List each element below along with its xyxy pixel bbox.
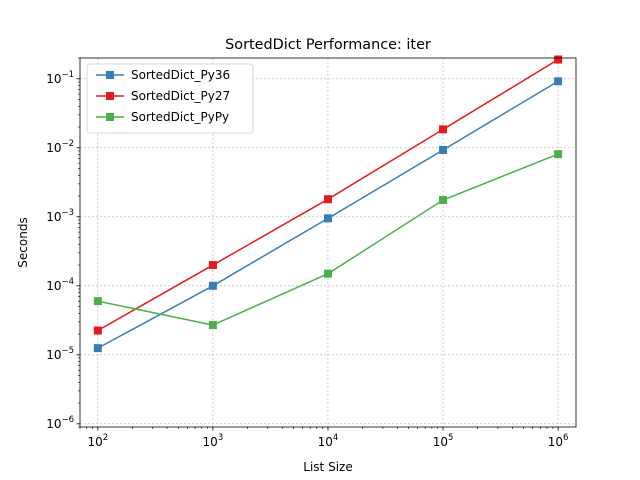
y-tick-label: 10−6 — [46, 415, 74, 431]
x-tick-base: 10 — [548, 435, 563, 449]
legend-item-sorteddict-py36: SortedDict_Py36 — [96, 68, 230, 82]
y-tick-base: 10 — [46, 279, 61, 293]
legend-label: SortedDict_Py27 — [131, 89, 230, 103]
chart-title: SortedDict Performance: iter — [225, 37, 431, 53]
x-tick-base: 10 — [433, 435, 448, 449]
x-tick-exponent: 2 — [103, 433, 108, 443]
y-tick-base: 10 — [46, 210, 61, 224]
data-point-sorteddict-py27 — [323, 195, 332, 204]
legend-item-sorteddict-py27: SortedDict_Py27 — [96, 89, 230, 103]
data-point-sorteddict-pypy — [208, 321, 217, 330]
data-point-sorteddict-pypy — [93, 297, 102, 306]
x-tick-label: 104 — [318, 433, 339, 449]
y-tick-label: 10−2 — [46, 139, 74, 155]
legend-marker — [106, 113, 114, 121]
y-tick-label: 10−4 — [46, 277, 74, 293]
x-tick-label: 102 — [87, 433, 108, 449]
data-point-sorteddict-py27 — [208, 261, 217, 270]
x-tick-exponent: 6 — [563, 433, 568, 443]
y-tick-label: 10−3 — [46, 208, 74, 224]
legend-box — [86, 63, 254, 134]
y-tick-exponent: −4 — [61, 277, 74, 287]
y-tick-base: 10 — [46, 72, 61, 86]
y-axis-label: Seconds — [16, 217, 30, 267]
series-sorteddict-py36 — [93, 77, 563, 353]
y-tick-label: 10−1 — [46, 70, 74, 86]
data-point-sorteddict-py27 — [554, 55, 563, 64]
y-tick-exponent: −6 — [61, 415, 74, 425]
legend-marker — [106, 92, 114, 100]
data-point-sorteddict-py27 — [439, 125, 448, 134]
x-tick-base: 10 — [87, 435, 102, 449]
x-tick-label: 105 — [433, 433, 454, 449]
x-tick-exponent: 3 — [218, 433, 223, 443]
y-tick-base: 10 — [46, 348, 61, 362]
y-tick-base: 10 — [46, 417, 61, 431]
data-point-sorteddict-py36 — [554, 77, 563, 86]
x-tick-base: 10 — [318, 435, 333, 449]
data-point-sorteddict-py36 — [208, 281, 217, 290]
x-tick-exponent: 5 — [448, 433, 453, 443]
data-point-sorteddict-pypy — [439, 196, 448, 205]
data-point-sorteddict-py36 — [323, 214, 332, 223]
series-layer — [93, 55, 563, 353]
x-tick-exponent: 4 — [333, 433, 338, 443]
x-axis-label: List Size — [303, 460, 352, 474]
data-point-sorteddict-pypy — [554, 150, 563, 159]
legend-item-sorteddict-pypy: SortedDict_PyPy — [96, 110, 229, 124]
data-point-sorteddict-py36 — [93, 344, 102, 353]
y-tick-label: 10−5 — [46, 346, 74, 362]
data-point-sorteddict-py27 — [93, 326, 102, 335]
y-tick-base: 10 — [46, 141, 61, 155]
series-sorteddict-py27 — [93, 55, 563, 335]
legend-label: SortedDict_PyPy — [131, 110, 229, 124]
data-point-sorteddict-py36 — [439, 145, 448, 154]
legend-marker — [106, 71, 114, 79]
x-tick-label: 103 — [203, 433, 224, 449]
y-tick-exponent: −3 — [61, 208, 74, 218]
x-tick-label: 106 — [548, 433, 569, 449]
series-sorteddict-pypy — [93, 150, 563, 330]
y-tick-exponent: −5 — [61, 346, 74, 356]
data-point-sorteddict-pypy — [323, 269, 332, 278]
x-tick-base: 10 — [203, 435, 218, 449]
legend-label: SortedDict_Py36 — [131, 68, 230, 82]
y-tick-exponent: −1 — [61, 70, 74, 80]
legend: SortedDict_Py36 SortedDict_Py27 SortedDict… — [86, 63, 254, 134]
y-tick-exponent: −2 — [61, 139, 74, 149]
